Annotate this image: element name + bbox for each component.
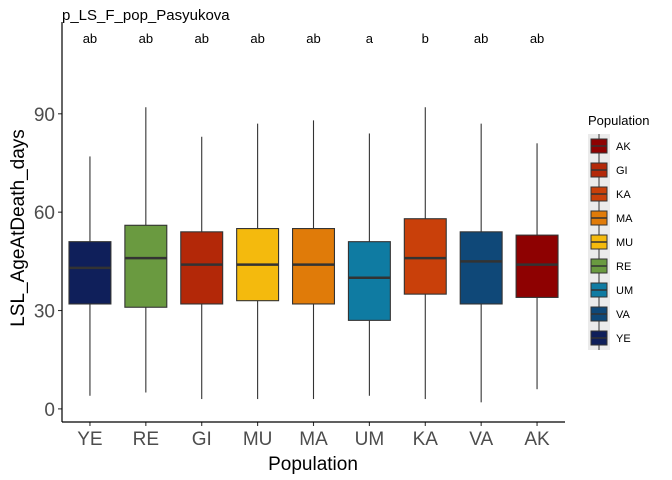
y-tick-label: 90: [34, 105, 55, 126]
y-tick-label: 0: [44, 400, 55, 421]
box-ye: [68, 241, 112, 305]
y-axis-title: LSL_AgeAtDeath_days: [8, 129, 29, 327]
x-tick-label: YE: [77, 429, 102, 450]
legend-label: MU: [616, 237, 633, 249]
legend: Population AK GI KA MA MU RE UM VA YE: [588, 113, 649, 350]
significance-letter: b: [422, 31, 429, 46]
box-um: [347, 241, 391, 321]
legend-label: GI: [616, 165, 628, 177]
x-tick-label: KA: [413, 429, 439, 450]
box-ak: [515, 234, 559, 298]
significance-letter: a: [366, 31, 374, 46]
legend-title: Population: [588, 113, 649, 128]
box-va: [459, 231, 503, 305]
box-ma: [291, 228, 336, 305]
x-tick-label: UM: [355, 429, 385, 450]
legend-label: MA: [616, 213, 633, 225]
x-tick-label: MA: [299, 429, 328, 450]
plot-area: 0 30 60 90 ab YE ab RE ab GI ab MU ab MA a UM b KA ab VA ab A…: [34, 31, 559, 450]
x-tick-label: AK: [524, 429, 550, 450]
legend-label: AK: [616, 141, 631, 153]
box-gi: [180, 231, 224, 305]
x-tick-label: RE: [133, 429, 159, 450]
significance-letter: ab: [250, 31, 264, 46]
significance-letter: ab: [139, 31, 153, 46]
significance-letter: ab: [530, 31, 544, 46]
x-axis-title: Population: [268, 454, 358, 475]
y-tick-label: 30: [34, 302, 55, 323]
significance-letter: ab: [194, 31, 208, 46]
x-tick-label: VA: [469, 429, 493, 450]
legend-label: RE: [616, 261, 631, 273]
legend-label: VA: [616, 309, 631, 321]
chart-title: p_LS_F_pop_Pasyukova: [62, 7, 230, 24]
box-ka: [403, 218, 447, 295]
box-re: [124, 224, 168, 308]
y-tick-label: 60: [34, 203, 55, 224]
significance-letter: ab: [306, 31, 320, 46]
legend-label: YE: [616, 333, 631, 345]
x-tick-label: MU: [243, 429, 273, 450]
significance-letter: ab: [474, 31, 488, 46]
x-tick-label: GI: [192, 429, 212, 450]
legend-label: KA: [616, 189, 631, 201]
significance-letter: ab: [83, 31, 97, 46]
legend-label: UM: [616, 285, 633, 297]
